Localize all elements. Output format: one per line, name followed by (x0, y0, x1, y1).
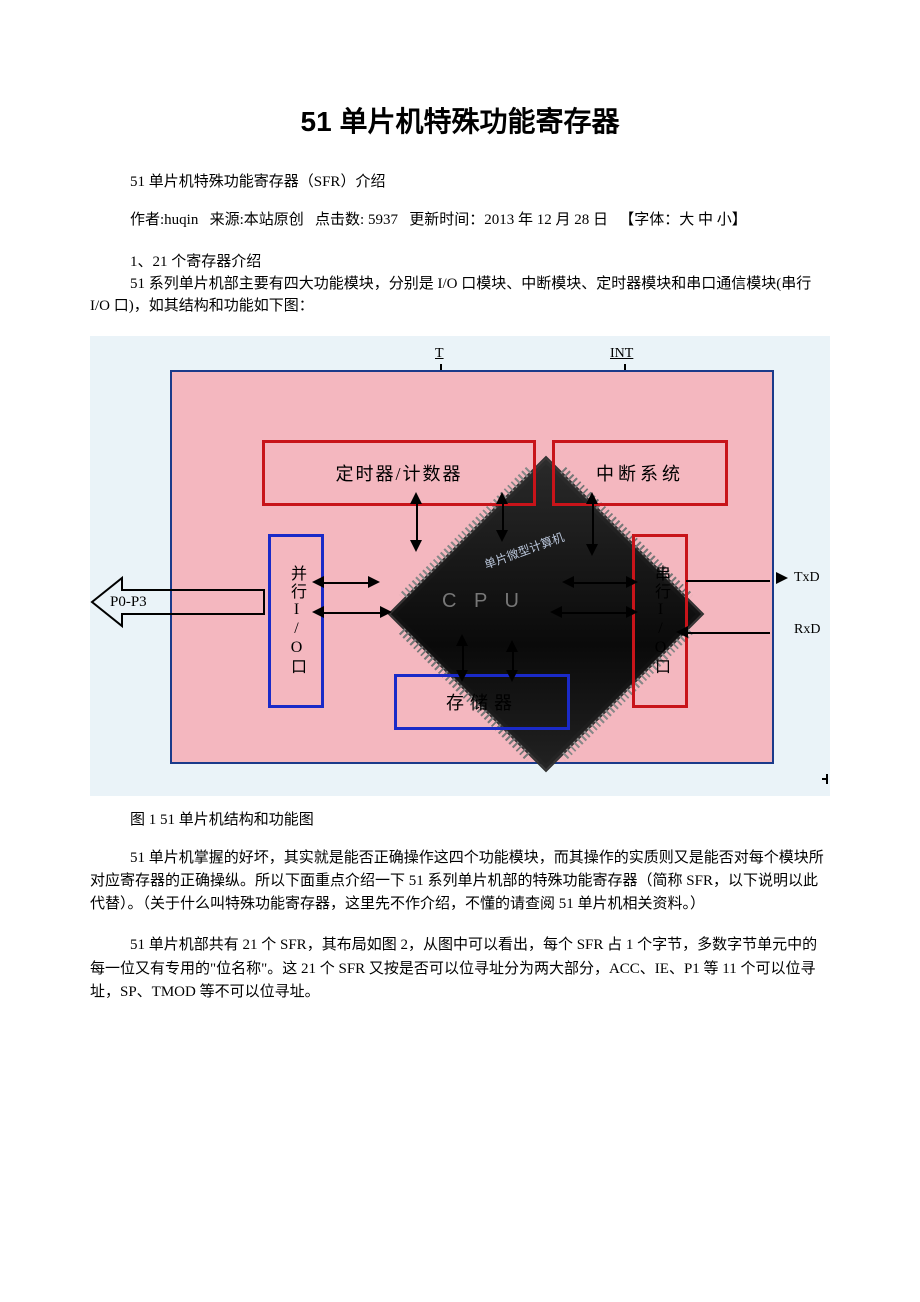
source: 本站原创 (244, 212, 304, 228)
paragraph-2: 51 单片机掌握的好坏，其实就是能否正确操作这四个功能模块，而其操作的实质则又是… (90, 847, 830, 917)
hits-label: 点击数: (315, 212, 364, 228)
architecture-diagram: T INT 单片微型计算机 C P U 定时器/计数器 中断系统 并行I/O口 (90, 336, 830, 796)
serial-io-module: 串行I/O口 (632, 534, 688, 708)
section-1-body: 51 系列单片机部主要有四大功能模块，分别是 I/O 口模块、中断模块、定时器模… (90, 273, 830, 318)
cpu-label: C P U (442, 590, 525, 613)
update: 2013 年 12 月 28 日 (484, 212, 608, 228)
author: huqin (164, 212, 198, 228)
hits: 5937 (368, 212, 398, 228)
signal-txd-label: TxD (794, 570, 820, 586)
txd-arrow-head (776, 572, 788, 584)
parallel-io-label: 并行I/O口 (284, 565, 308, 676)
section-1-head: 1、21 个寄存器介绍 (130, 250, 830, 271)
author-label: 作者: (130, 212, 164, 228)
paragraph-2-text: 51 单片机掌握的好坏，其实就是能否正确操作这四个功能模块，而其操作的实质则又是… (90, 850, 824, 913)
signal-p0p3-label: P0-P3 (110, 594, 147, 611)
figure-1-caption: 图 1 51 单片机结构和功能图 (130, 808, 830, 829)
memory-module: 存储器 (394, 674, 570, 730)
paragraph-3: 51 单片机部共有 21 个 SFR，其布局如图 2，从图中可以看出，每个 SF… (90, 934, 830, 1004)
source-label: 来源: (210, 212, 244, 228)
signal-rxd-label: RxD (794, 622, 820, 638)
page-title: 51 单片机特殊功能寄存器 (90, 100, 830, 140)
subtitle: 51 单片机特殊功能寄存器（SFR）介绍 (130, 170, 830, 191)
timer-module: 定时器/计数器 (262, 440, 536, 506)
serial-io-label: 串行I/O口 (648, 565, 672, 676)
meta-line: 作者:huqin 来源:本站原创 点击数: 5937 更新时间：2013 年 1… (130, 209, 830, 232)
update-label: 更新时间： (409, 212, 484, 228)
mcu-panel: 单片微型计算机 C P U 定时器/计数器 中断系统 并行I/O口 串行I/O口… (170, 370, 774, 764)
paragraph-3-text: 51 单片机部共有 21 个 SFR，其布局如图 2，从图中可以看出，每个 SF… (90, 937, 817, 1000)
interrupt-module: 中断系统 (552, 440, 728, 506)
signal-t-label: T (435, 346, 444, 362)
signal-int-label: INT (610, 346, 633, 362)
parallel-io-module: 并行I/O口 (268, 534, 324, 708)
font-label: 【字体： (619, 212, 679, 228)
font-sizes[interactable]: 大 中 小】 (679, 212, 747, 228)
